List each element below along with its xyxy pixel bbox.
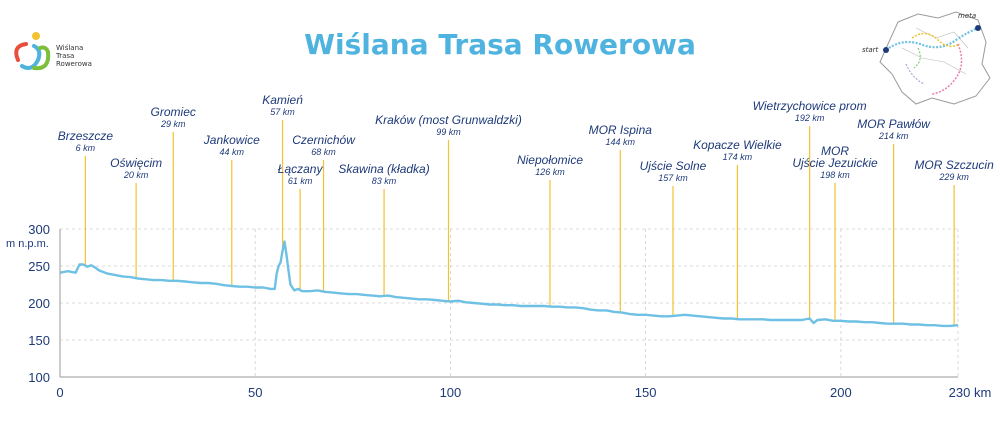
marker-name: Ujście Solne [640,159,707,173]
elevation-profile [59,240,959,328]
marker-name: MOR Szczucin [914,158,994,172]
marker-km: 68 km [311,147,336,157]
marker-km: 57 km [270,107,295,117]
marker-km: 83 km [372,176,397,186]
x-tick-label: 0 [56,385,63,400]
chart-title: Wiślana Trasa Rowerowa [304,28,696,61]
x-tick-label: 50 [248,385,262,400]
y-tick-label: 150 [28,333,50,348]
marker-name: MOR Pawłów [857,117,931,131]
route-minimap: start meta [862,11,991,105]
marker-name: Oświęcim [110,156,162,170]
axes: 100 150 200 250 300 0 50 100 150 200 230 km m n.p.m… [6,222,991,400]
x-tick-label: 230 km [949,385,992,400]
marker-name: Jankowice [203,133,260,147]
x-tick-label: 100 [440,385,462,400]
marker-km: 44 km [220,147,245,157]
marker-name: Niepołomice [517,153,583,167]
marker-km: 99 km [436,127,461,137]
marker-km: 229 km [938,172,969,182]
marker-name: Ujście Jezuickie [792,156,878,170]
marker-name: MOR [821,144,849,158]
marker-km: 144 km [606,137,636,147]
logo-text: Wiślana Trasa Rowerowa [56,44,92,68]
marker-km: 20 km [123,170,149,180]
logo-line: Wiślana [56,44,84,52]
marker-name: Kraków (most Grunwaldzki) [375,113,522,127]
grid [60,228,959,378]
marker-name: MOR Ispina [589,123,653,137]
logo-icon [14,32,51,71]
minimap-start-label: start [862,46,879,54]
marker-name: Łączany [278,162,324,176]
minimap-end-label: meta [958,12,976,20]
marker-name: Skawina (kładka) [338,162,429,176]
marker-km: 29 km [160,119,186,129]
marker-name: Kamień [262,93,303,107]
marker-km: 174 km [723,152,753,162]
y-axis-label: m n.p.m. [6,238,49,250]
elevation-line [59,240,959,328]
y-tick-label: 100 [28,370,50,385]
marker-name: Czernichów [292,133,356,147]
marker-name: Wietrzychowice prom [753,99,867,113]
marker-km: 157 km [658,173,688,183]
y-tick-label: 200 [28,296,50,311]
marker-name: Kopacze Wielkie [693,138,782,152]
marker-km: 214 km [878,131,909,141]
marker-name: Gromiec [151,105,196,119]
y-tick-label: 250 [28,259,50,274]
marker-km: 198 km [820,170,850,180]
logo-line: Rowerowa [56,60,92,68]
x-tick-label: 200 [830,385,852,400]
marker-km: 61 km [288,176,313,186]
x-tick-label: 150 [635,385,657,400]
marker-km: 126 km [535,167,565,177]
marker-km: 6 km [76,143,96,153]
marker-name: Brzeszcze [58,129,114,143]
y-tick-label: 300 [28,222,50,237]
marker-km: 192 km [795,113,825,123]
logo-line: Trasa [56,52,75,60]
